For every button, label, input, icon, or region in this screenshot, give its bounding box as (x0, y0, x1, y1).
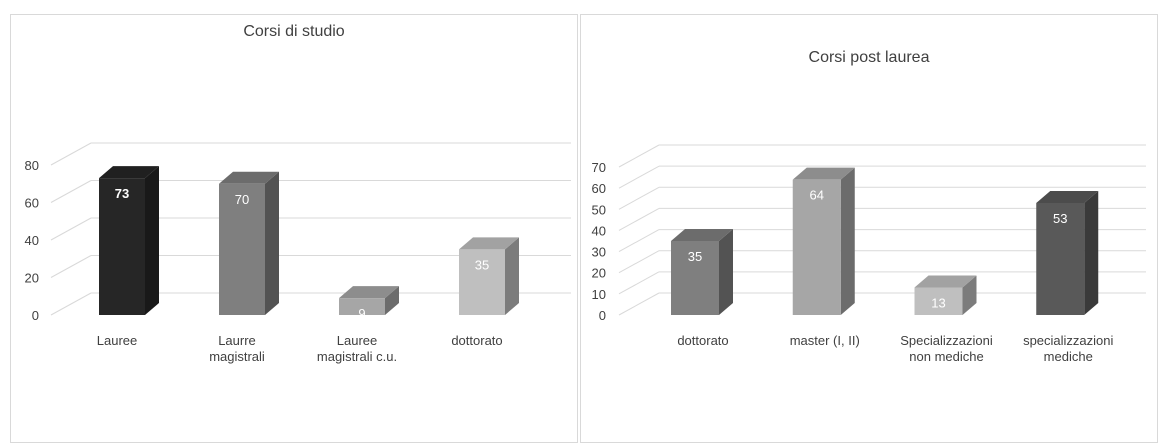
category-label: master (I, II) (790, 333, 860, 348)
y-tick-label: 80 (25, 158, 39, 173)
y-tick-label: 0 (32, 308, 39, 323)
gridline-diagonal (618, 186, 660, 210)
category-label: dottorato (451, 333, 502, 348)
gridline-diagonal (618, 292, 660, 316)
chart-svg-corsi-post-laurea: 0 10 20 30 40 50 60 70 35 dottorato 64 master (I, I… (592, 144, 1146, 364)
gridline-diagonal (618, 250, 660, 274)
bar-top (99, 166, 159, 179)
bar-top (1036, 190, 1099, 203)
bar-top (914, 275, 977, 288)
bar (1036, 202, 1085, 315)
category-label: Lauree (97, 333, 137, 348)
y-tick-label: 60 (592, 181, 606, 196)
y-tick-label: 20 (592, 266, 606, 281)
y-tick-label: 70 (592, 160, 606, 175)
gridline-diagonal (50, 142, 92, 166)
data-label: 53 (1053, 211, 1067, 226)
y-tick-label: 10 (592, 287, 606, 302)
chart-title: Corsi di studio (243, 23, 345, 40)
gridline-diagonal (618, 271, 660, 295)
y-tick-label: 60 (25, 196, 39, 211)
data-label: 35 (475, 257, 489, 272)
bar (99, 178, 145, 315)
bar (459, 249, 505, 315)
category-label: Lauree (337, 333, 377, 348)
bar-top (219, 171, 279, 184)
category-label: non mediche (909, 349, 983, 364)
gridline-diagonal (618, 165, 660, 189)
gridline-diagonal (50, 180, 92, 203)
chart-panel-corsi-post-laurea: Corsi post laurea 0 10 20 30 40 50 60 70 35 dotto… (580, 14, 1158, 443)
bar-top (792, 167, 855, 180)
bar-top (339, 286, 399, 299)
gridline-diagonal (618, 144, 660, 168)
bar (914, 287, 963, 315)
y-tick-label: 40 (25, 233, 39, 248)
data-label: 35 (688, 249, 702, 264)
bar-side (840, 167, 855, 315)
bar (671, 241, 719, 315)
category-label: magistrali (209, 349, 265, 364)
y-tick-label: 40 (592, 223, 606, 238)
gridline-diagonal (618, 229, 660, 253)
category-label: dottorato (677, 333, 728, 348)
bar-side (265, 171, 279, 315)
data-label: 73 (115, 186, 129, 201)
category-label: specializzazioni (1023, 333, 1113, 348)
y-tick-label: 50 (592, 202, 606, 217)
bar (339, 298, 385, 315)
y-tick-label: 30 (592, 245, 606, 260)
data-label: 13 (931, 296, 945, 311)
gridline-diagonal (50, 292, 92, 316)
bar-top (671, 229, 733, 241)
bar-side (505, 237, 519, 315)
gridline-diagonal (50, 255, 92, 278)
category-label: mediche (1044, 349, 1093, 364)
bar (219, 183, 265, 315)
gridline-diagonal (50, 217, 92, 241)
y-tick-label: 20 (25, 271, 39, 286)
data-label: 9 (358, 306, 365, 321)
y-tick-label: 0 (599, 308, 606, 323)
bar-side (385, 286, 399, 315)
bar-side (145, 166, 159, 315)
bar-side (719, 229, 733, 315)
bar-side (1084, 190, 1099, 315)
chart-title: Corsi post laurea (808, 49, 930, 66)
bar (792, 179, 841, 315)
chart-panel-corsi-di-studio: Corsi di studio 0 20 40 60 80 73 Lauree 70 Laurr… (10, 14, 578, 443)
bar-side (962, 275, 977, 315)
data-label: 70 (235, 192, 249, 207)
category-label: Laurre (218, 333, 256, 348)
bar-top (459, 237, 519, 250)
data-label: 64 (810, 188, 824, 203)
category-label: magistrali c.u. (317, 349, 397, 364)
gridline-diagonal (618, 207, 660, 231)
category-label: Specializzazioni (900, 333, 993, 348)
